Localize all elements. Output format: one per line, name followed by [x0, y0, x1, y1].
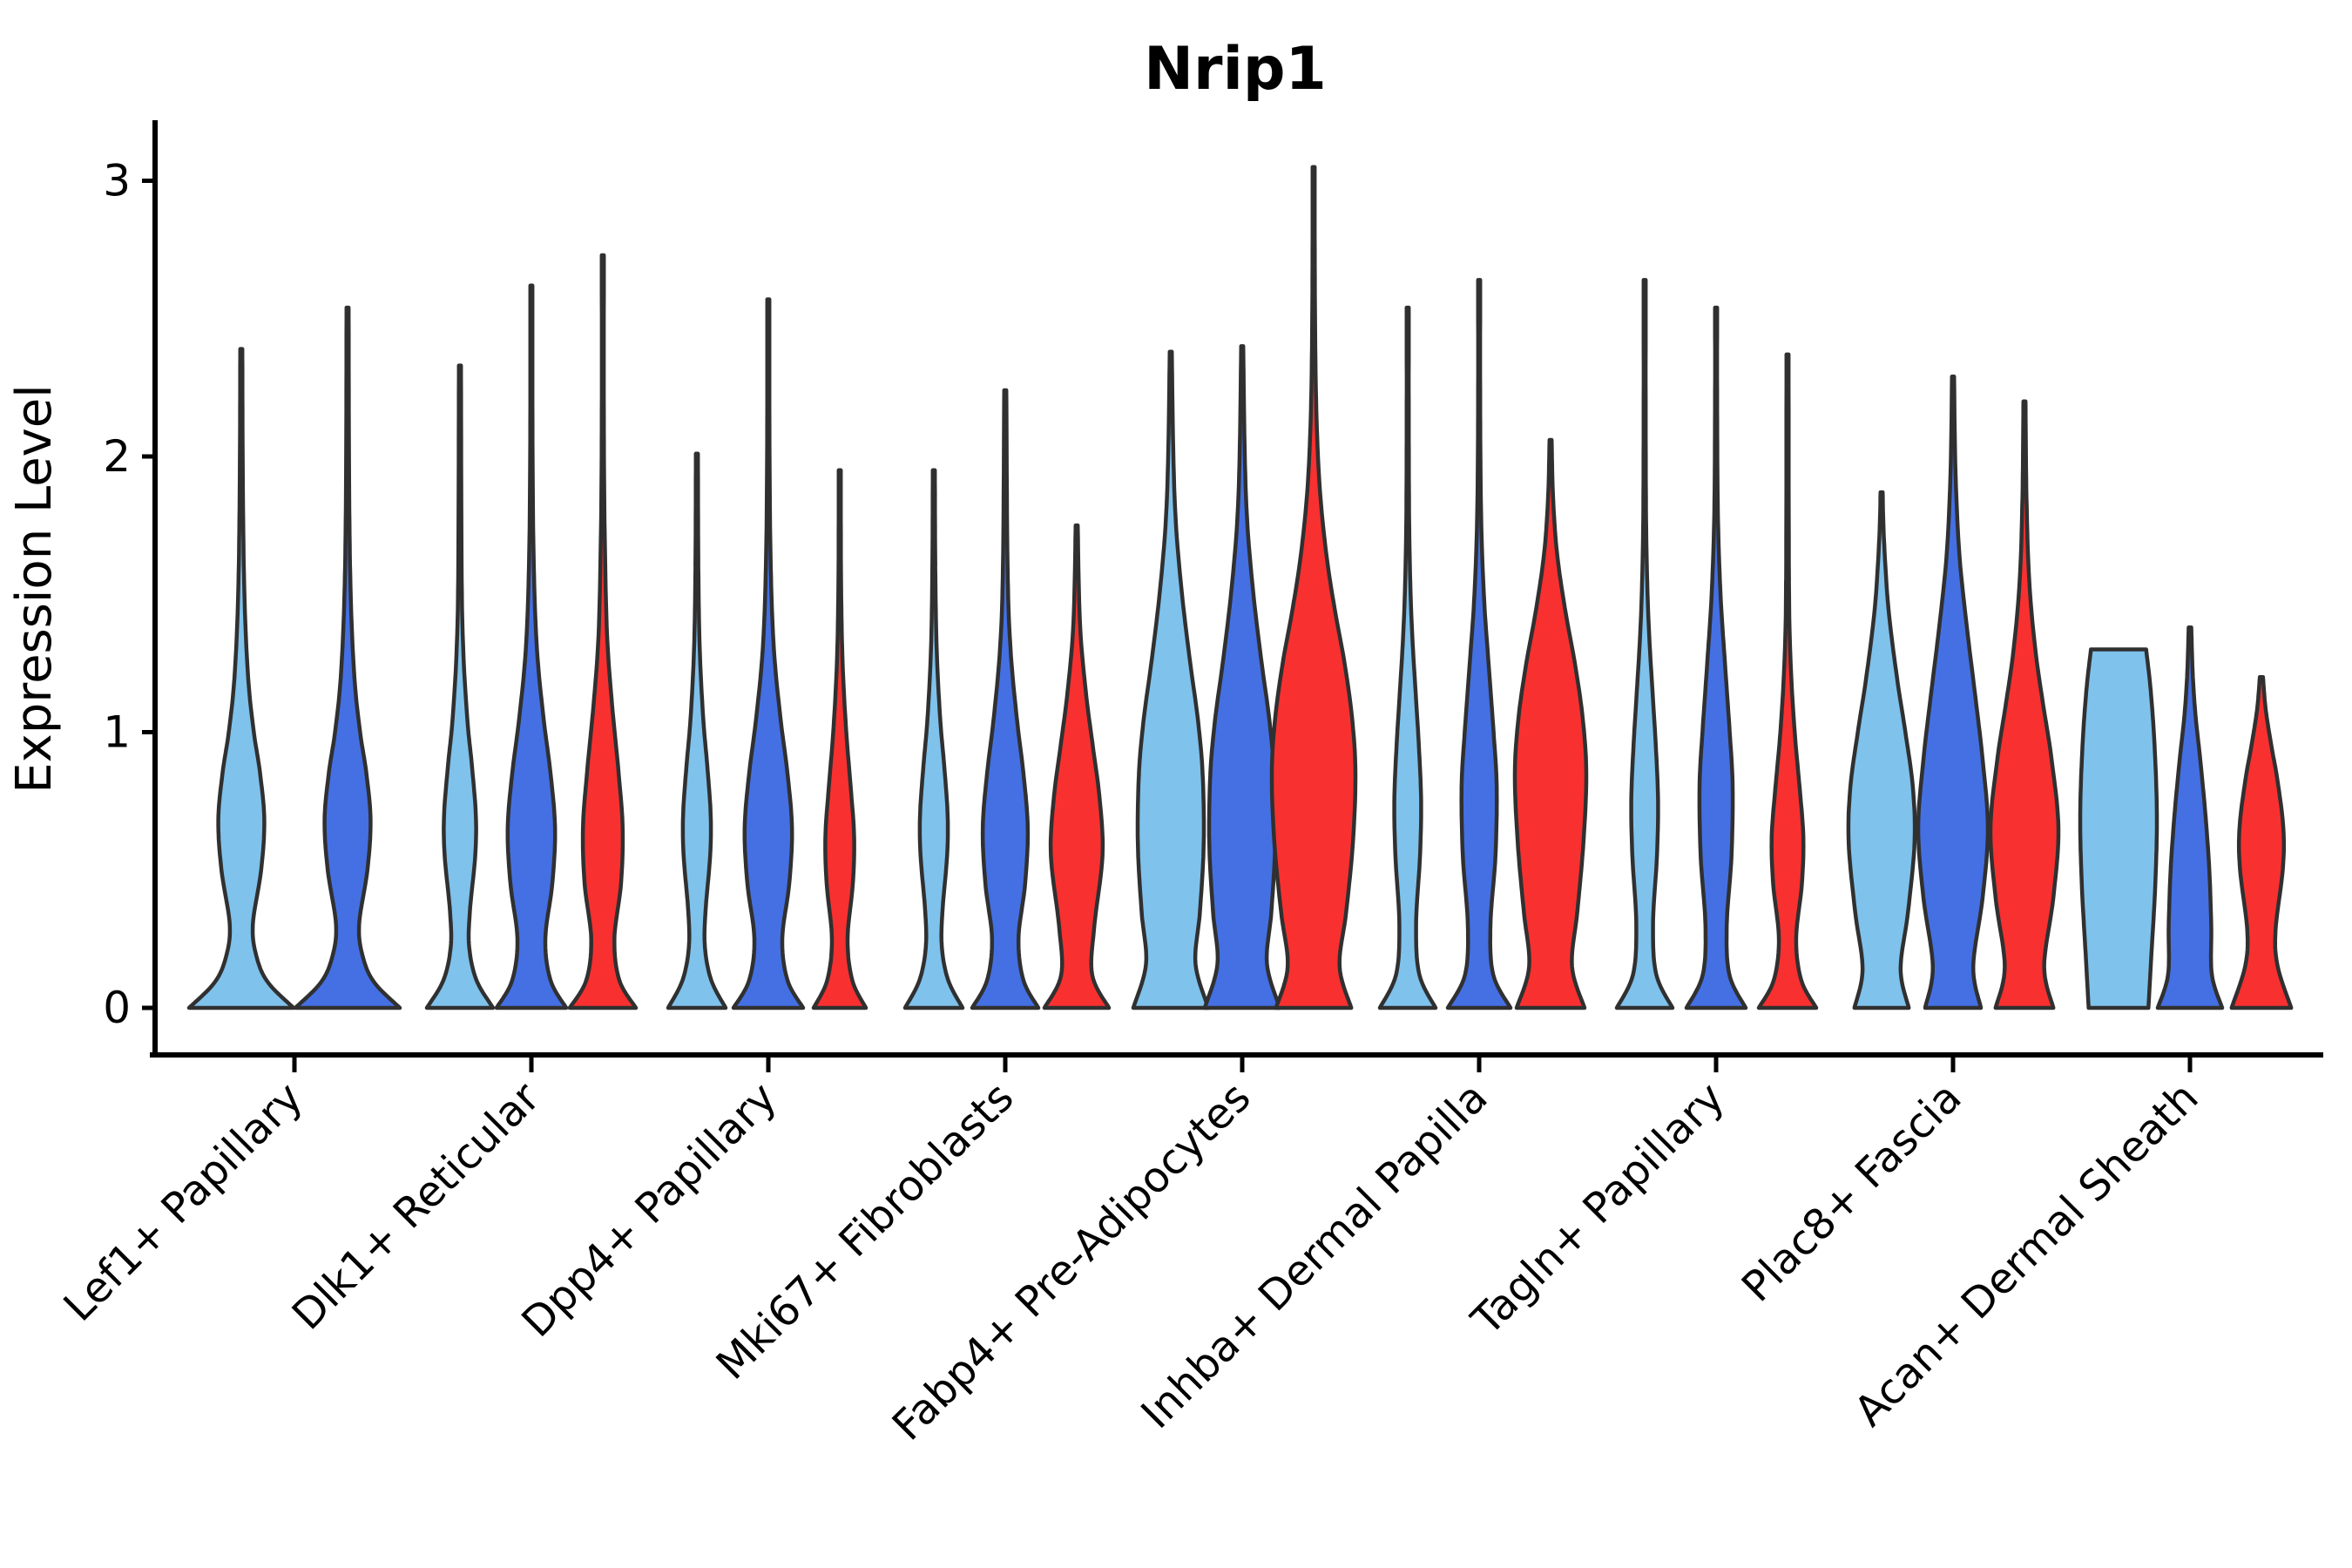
- x-tick-label-dpp4-papillary: Dpp4+ Papillary: [512, 1073, 786, 1347]
- violin-lef1-papillary-split-1: [186, 347, 296, 1010]
- plot-title: Nrip1: [1144, 35, 1327, 104]
- x-tick-label-tagln-papillary: Tagln+ Papillary: [1462, 1073, 1734, 1345]
- x-tick-label-lef1-papillary: Lef1+ Papillary: [55, 1073, 313, 1331]
- violin-dlk1-reticular-split-1: [424, 363, 496, 1010]
- violin-tagln-papillary-split-2: [1684, 305, 1748, 1010]
- violin-dpp4-papillary-split-1: [666, 451, 728, 1010]
- violin-dpp4-papillary-split-2: [731, 297, 806, 1010]
- violin-inhba-dermal-papilla-split-3: [1512, 437, 1589, 1010]
- violin-plac8-fascia-split-2: [1916, 374, 1990, 1010]
- violin-mki67-fibroblasts-split-2: [970, 388, 1041, 1010]
- y-axis-label: Expression Level: [6, 384, 63, 794]
- violin-mki67-fibroblasts-split-3: [1042, 523, 1112, 1010]
- y-tick-labels: 0 1 2 3: [103, 156, 131, 1034]
- x-tick-label-plac8-fascia: Plac8+ Fascia: [1733, 1073, 1971, 1312]
- violin-fabp4-pre-adipocytes-split-3: [1269, 165, 1358, 1010]
- violin-fabp4-pre-adipocytes-split-2: [1202, 344, 1282, 1010]
- violin-tagln-papillary-split-3: [1756, 352, 1819, 1010]
- y-tick-label: 3: [103, 156, 131, 206]
- violin-lef1-papillary-split-2: [293, 305, 402, 1010]
- violin-dpp4-papillary-split-3: [811, 468, 868, 1010]
- violin-acan-dermal-sheath-split-3: [2229, 674, 2294, 1010]
- y-tick-label: 1: [103, 707, 131, 758]
- violin-dlk1-reticular-split-2: [494, 283, 569, 1010]
- axes-layer: [142, 120, 2323, 1072]
- y-tick-label: 0: [103, 983, 131, 1033]
- violins-layer: [186, 165, 2294, 1010]
- violin-mki67-fibroblasts-split-1: [902, 468, 965, 1010]
- violin-acan-dermal-sheath-split-1: [2078, 647, 2159, 1010]
- violin-plac8-fascia-split-1: [1846, 490, 1917, 1010]
- violin-fabp4-pre-adipocytes-split-1: [1131, 349, 1211, 1010]
- y-tick-label: 2: [103, 431, 131, 482]
- violin-inhba-dermal-papilla-split-2: [1445, 278, 1513, 1010]
- violin-inhba-dermal-papilla-split-1: [1377, 305, 1438, 1010]
- violin-dlk1-reticular-split-3: [567, 253, 639, 1010]
- violin-acan-dermal-sheath-split-2: [2155, 625, 2225, 1010]
- violin-tagln-papillary-split-1: [1614, 278, 1675, 1010]
- x-tick-label-dlk1-reticular: Dlk1+ Reticular: [283, 1073, 550, 1340]
- violin-plac8-fascia-split-3: [1988, 399, 2061, 1010]
